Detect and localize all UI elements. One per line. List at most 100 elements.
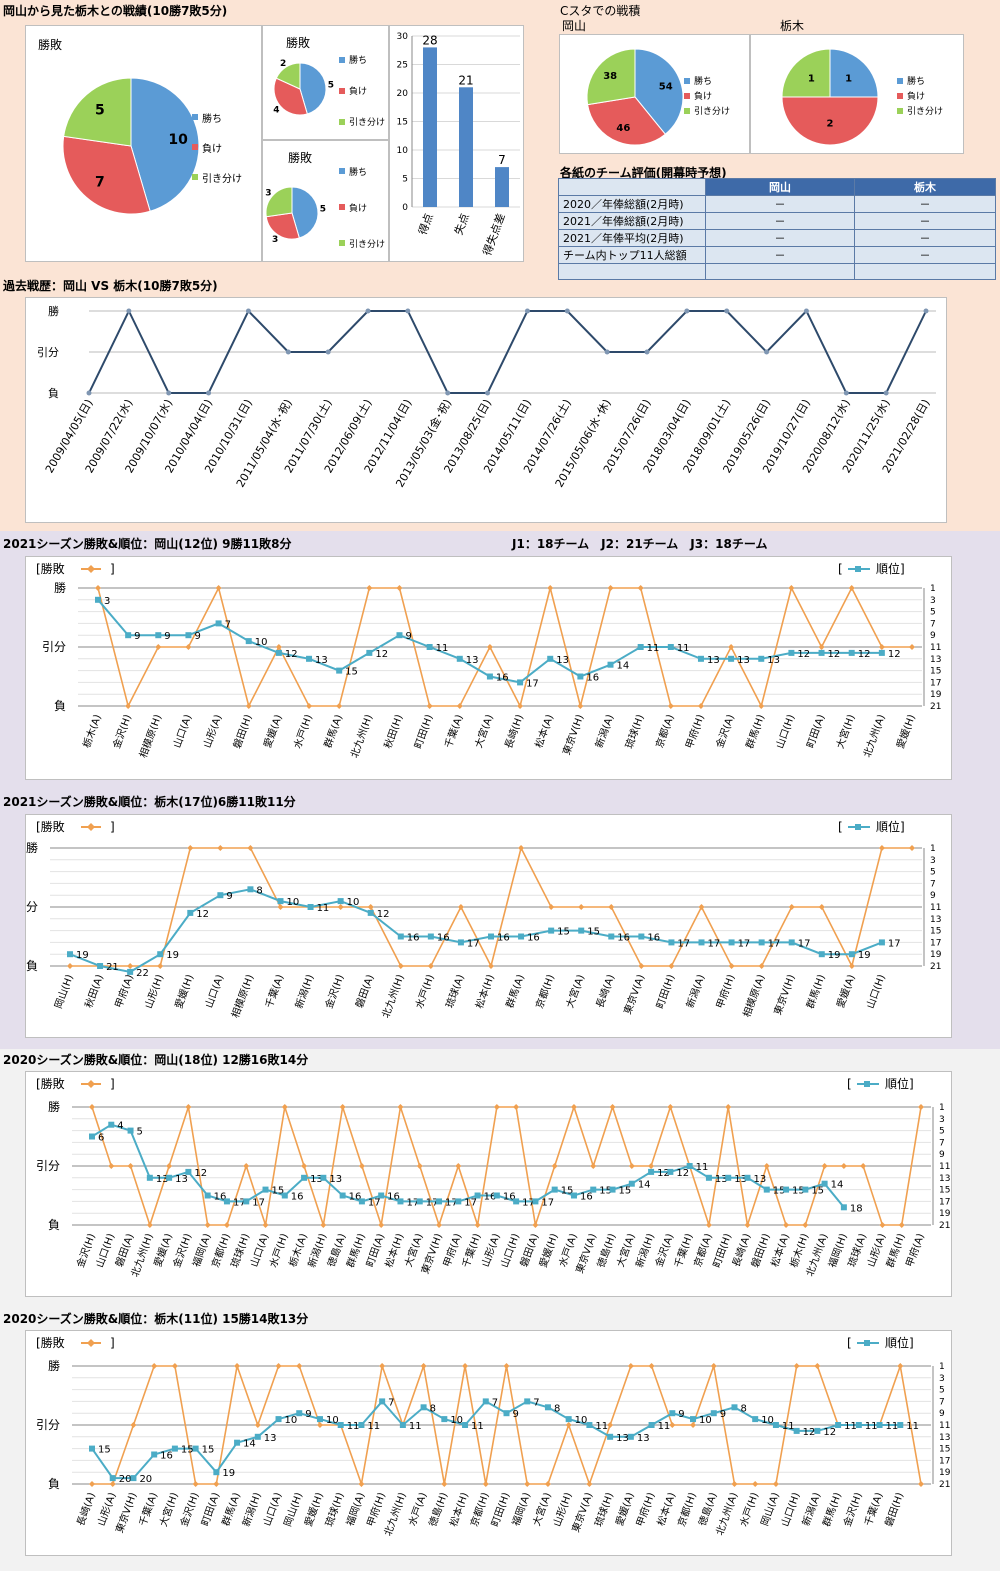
rank-value-label: 17 <box>888 938 901 949</box>
season-x-label: 水戸(A) <box>557 1232 580 1269</box>
rank-point <box>608 933 615 940</box>
rank-point <box>690 1416 697 1423</box>
s2021t-chart: 13579111315171921勝引分負[勝敗][順位]19212219129… <box>26 819 942 1020</box>
rank-value-label: 14 <box>831 1180 844 1191</box>
history-point <box>325 349 331 355</box>
rank-legend-label: 順位] <box>885 1076 914 1091</box>
wl-point <box>667 703 674 709</box>
rank-point <box>788 649 795 656</box>
season-x-label: 金沢(H) <box>840 1490 864 1528</box>
rank-point <box>638 933 645 940</box>
season-x-label: 甲府(H) <box>682 712 706 750</box>
wl-legend-label: [勝敗 <box>36 819 65 834</box>
rank-value-label: 17 <box>708 938 721 949</box>
season-x-label: 水戸(H) <box>413 973 436 1010</box>
rank-point <box>127 1127 134 1134</box>
rank-point <box>648 1168 655 1175</box>
rank-point <box>420 1404 427 1411</box>
wl-point <box>493 1104 500 1110</box>
rank-value-label: 11 <box>886 1421 899 1432</box>
rank-point <box>455 1198 462 1205</box>
eval-table-title: 各紙のチーム評価(開幕時予想) <box>560 166 727 180</box>
wl-point <box>628 1163 635 1169</box>
rank-point <box>97 963 104 969</box>
rank-value-label: 22 <box>136 968 149 979</box>
rank-tick-label: 11 <box>939 1162 950 1172</box>
rank-tick-label: 11 <box>939 1421 950 1431</box>
legend-win: 勝ち <box>349 56 368 66</box>
rank-point <box>728 655 735 662</box>
wl-point <box>247 845 254 851</box>
wl-point <box>234 1363 241 1369</box>
rank-point <box>215 620 222 627</box>
rank-point <box>157 951 164 958</box>
goals-bar-panel: 0 5 10 15 20 25 30 28 得点 21 失点 7 得失点差 <box>389 25 524 262</box>
season-x-label: 京都(A) <box>653 712 677 749</box>
season-x-label: 京都(H) <box>533 972 557 1010</box>
season-x-label: 秋田(H) <box>381 712 405 750</box>
rank-point <box>818 951 825 958</box>
rank-value-label: 11 <box>658 1421 671 1432</box>
wl-point <box>336 703 343 709</box>
season-x-label: 群馬(A) <box>503 972 527 1009</box>
pie-slice-loss <box>62 135 151 215</box>
rank-value-label: 9 <box>194 631 200 642</box>
bar-value-label: 21 <box>458 73 473 87</box>
rank-point <box>578 927 585 934</box>
rank-point <box>627 1433 634 1440</box>
cstad-title: Cスタでの戦積 <box>560 4 641 18</box>
rank-value-label: 13 <box>156 1174 169 1185</box>
wl-point <box>67 963 73 969</box>
history-y-label: 引分 <box>37 345 59 359</box>
rank-tick-label: 13 <box>939 1433 950 1443</box>
rank-value-label: 12 <box>285 649 298 660</box>
wl-point <box>783 1222 790 1228</box>
rank-point <box>358 1422 365 1428</box>
rank-point <box>275 649 282 656</box>
wl-point <box>127 1163 134 1169</box>
rank-value-label: 15 <box>599 1186 612 1197</box>
legend-win: 勝ち <box>349 167 368 178</box>
season-x-label: 長崎(A) <box>593 972 617 1009</box>
wl-point <box>544 1481 551 1487</box>
wl-point <box>215 585 222 591</box>
rank-point <box>728 939 735 946</box>
rank-point <box>204 1192 211 1199</box>
wl-point <box>155 644 162 650</box>
season-x-label: 新潟(A) <box>683 972 707 1009</box>
wl-legend-close: ] <box>110 562 115 576</box>
legend-loss: 負け <box>202 143 222 155</box>
legend-draw: 引き分け <box>907 107 944 117</box>
rank-point <box>67 951 73 958</box>
rank-point <box>243 1198 250 1205</box>
season-x-label: 群馬(A) <box>321 712 345 749</box>
history-point <box>285 349 291 355</box>
rank-value-label: 16 <box>580 1192 593 1203</box>
wl-point <box>416 1163 423 1169</box>
rank-tick-label: 7 <box>939 1138 945 1148</box>
rank-line <box>91 1399 901 1480</box>
divisions-title: J1：18チーム J2：21チーム J3：18チーム <box>512 537 768 551</box>
wl-point <box>262 1222 269 1228</box>
wl-legend-close: ] <box>110 1336 115 1350</box>
rank-value-label: 15 <box>587 927 600 938</box>
rank-point <box>840 1204 847 1211</box>
pie-label-loss: 2 <box>827 119 834 130</box>
wl-legend-marker <box>87 1339 95 1347</box>
rank-value-label: 19 <box>166 950 179 961</box>
rank-value-label: 10 <box>761 1415 774 1426</box>
season-x-label: 山形(A) <box>865 1232 888 1269</box>
legend-draw: 引き分け <box>694 107 731 117</box>
legend-loss: 負け <box>694 92 713 102</box>
rank-point <box>628 1180 635 1187</box>
wl-point <box>281 1104 288 1110</box>
rank-legend-label: 順位] <box>876 561 905 576</box>
season-y-label: 引分 <box>36 1418 60 1432</box>
season-x-label: 町田(A) <box>805 713 827 749</box>
history-point <box>564 308 570 314</box>
rank-point <box>151 1451 158 1458</box>
rank-value-label: 15 <box>345 667 358 678</box>
rank-value-label: 16 <box>484 1192 497 1203</box>
rank-value-label: 10 <box>347 897 360 908</box>
rank-tick-label: 11 <box>930 903 941 913</box>
